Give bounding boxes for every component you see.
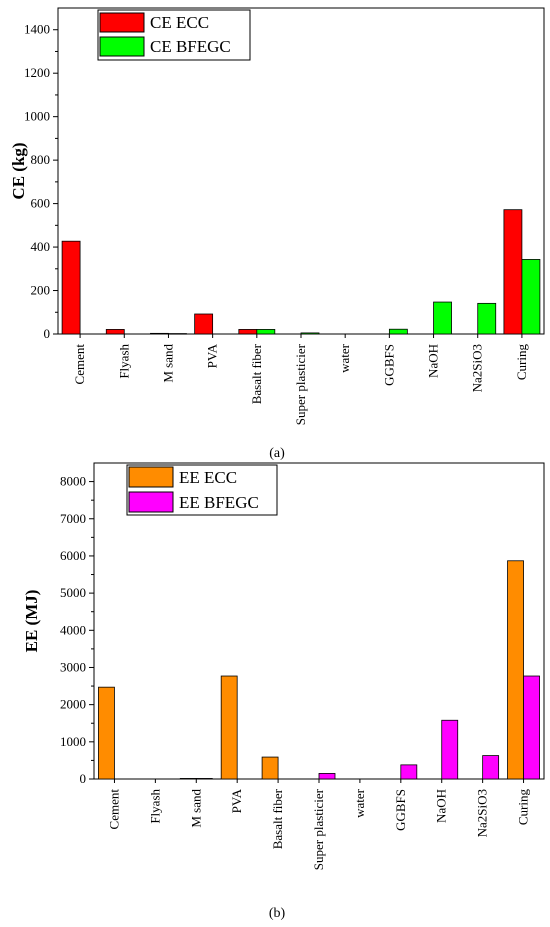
bar-ce-ecc-m-sand (150, 332, 169, 335)
bar-ce-bfegc-basalt-fiber (256, 329, 276, 335)
x-tick-label: PVA (229, 788, 244, 813)
legend-b: EE ECC EE BFEGC (126, 464, 278, 516)
caption-b: (b) (269, 906, 286, 921)
y-tick-label: 600 (31, 196, 51, 211)
x-tick-label: GGBFS (381, 344, 396, 386)
legend-a: CE ECC CE BFEGC (97, 9, 251, 61)
x-tick-label: Curing (514, 344, 529, 381)
y-tick-label: 8000 (60, 474, 86, 489)
chart-panel-b: 0 1000 2000 3000 4000 5000 6000 7000 8000 Cement… (22, 462, 545, 921)
x-tick-label: water (352, 788, 367, 818)
bar-ee-bfegc-super-plasticier (318, 773, 336, 780)
x-tick-label: Curing (516, 789, 531, 826)
y-tick-label: 200 (31, 283, 51, 298)
bar-ce-ecc-cement (61, 240, 81, 335)
y-tick-label: 7000 (60, 511, 86, 526)
bar-ce-ecc-curing (503, 209, 523, 335)
x-axis-labels-b: Cement Flyash M sand PVA Basalt fiber Super p… (106, 779, 531, 870)
y-tick-label: 800 (31, 152, 51, 167)
bar-ce-bfegc-curing (521, 259, 541, 335)
bar-ee-ecc-m-sand (179, 778, 197, 780)
x-tick-label: Super plasticier (293, 343, 308, 425)
x-tick-label: NaOH (434, 789, 449, 823)
y-tick-label: 1000 (24, 109, 50, 124)
y-tick-label: 4000 (60, 622, 86, 637)
legend-label-ee-bfegc: EE BFEGC (179, 493, 259, 512)
legend-swatch-ce-bfegc (99, 36, 145, 57)
bar-ce-bfegc-naoh (433, 301, 452, 335)
y-tick-label: 2000 (60, 697, 86, 712)
x-tick-label: Cement (106, 789, 121, 830)
y-axis-ticks-b: 0 1000 2000 3000 4000 5000 6000 7000 8000 (60, 474, 94, 786)
x-tick-label: M sand (188, 789, 203, 828)
bar-ce-ecc-basalt-fiber (238, 329, 258, 335)
bar-ce-bfegc-ggbfs (388, 328, 408, 335)
bar-ce-bfegc-na2sio3 (477, 302, 497, 335)
y-tick-label: 1400 (24, 22, 50, 37)
bar-ee-ecc-pva (220, 675, 238, 780)
bar-ee-ecc-cement (98, 686, 115, 780)
x-tick-label: Flyash (147, 789, 162, 824)
y-axis-ticks-a: 0 200 400 600 800 1000 1200 1400 (24, 22, 58, 341)
y-axis-label-a: CE (kg) (9, 142, 28, 199)
legend-swatch-ee-ecc (128, 466, 174, 488)
caption-a: (a) (269, 446, 285, 461)
x-axis-labels-a: Cement Flyash M sand PVA Basalt fiber Super p… (72, 334, 529, 425)
x-tick-label: M sand (160, 344, 175, 383)
legend-label-ce-bfegc: CE BFEGC (150, 37, 231, 56)
y-axis-label-b: EE (MJ) (22, 590, 41, 653)
x-tick-label: Super plasticier (311, 788, 326, 870)
bar-ce-bfegc-m-sand (168, 333, 187, 335)
y-tick-label: 1000 (60, 734, 86, 749)
bar-ce-ecc-flyash (105, 329, 125, 335)
bar-ee-bfegc-m-sand (195, 778, 213, 780)
y-tick-label: 6000 (60, 548, 86, 563)
bar-ce-ecc-pva (194, 313, 214, 335)
y-tick-label: 1200 (24, 65, 50, 80)
legend-swatch-ce-ecc (99, 12, 145, 33)
y-tick-label: 0 (44, 326, 51, 341)
bars-a (61, 209, 541, 335)
bar-ee-ecc-curing (507, 560, 524, 780)
bar-ee-ecc-basalt-fiber (261, 756, 279, 780)
x-tick-label: Basalt fiber (270, 788, 285, 849)
x-tick-label: PVA (205, 343, 220, 368)
x-tick-label: NaOH (426, 344, 441, 378)
bar-ee-bfegc-ggbfs (400, 764, 418, 780)
x-tick-label: Flyash (116, 344, 131, 379)
y-tick-label: 400 (31, 239, 51, 254)
y-tick-label: 3000 (60, 659, 86, 674)
legend-label-ee-ecc: EE ECC (179, 468, 237, 487)
legend-swatch-ee-bfegc (128, 491, 174, 513)
y-tick-label: 0 (80, 771, 87, 786)
legend-label-ce-ecc: CE ECC (150, 13, 209, 32)
y-tick-label: 5000 (60, 585, 86, 600)
x-tick-label: Cement (72, 344, 87, 385)
chart-panel-a: 0 200 400 600 800 1000 1200 1400 Cement Flyash M … (9, 7, 545, 461)
x-tick-label: Na2SiO3 (470, 344, 485, 392)
x-tick-label: GGBFS (393, 789, 408, 831)
bar-ee-bfegc-curing (523, 675, 540, 780)
bar-ee-bfegc-na2sio3 (482, 755, 500, 780)
x-tick-label: water (337, 343, 352, 373)
x-tick-label: Basalt fiber (249, 343, 264, 404)
bars-b (98, 560, 540, 780)
bar-ce-bfegc-super-plasticier (300, 332, 320, 335)
x-tick-label: Na2SiO3 (475, 789, 490, 837)
bar-ee-bfegc-naoh (441, 719, 459, 780)
